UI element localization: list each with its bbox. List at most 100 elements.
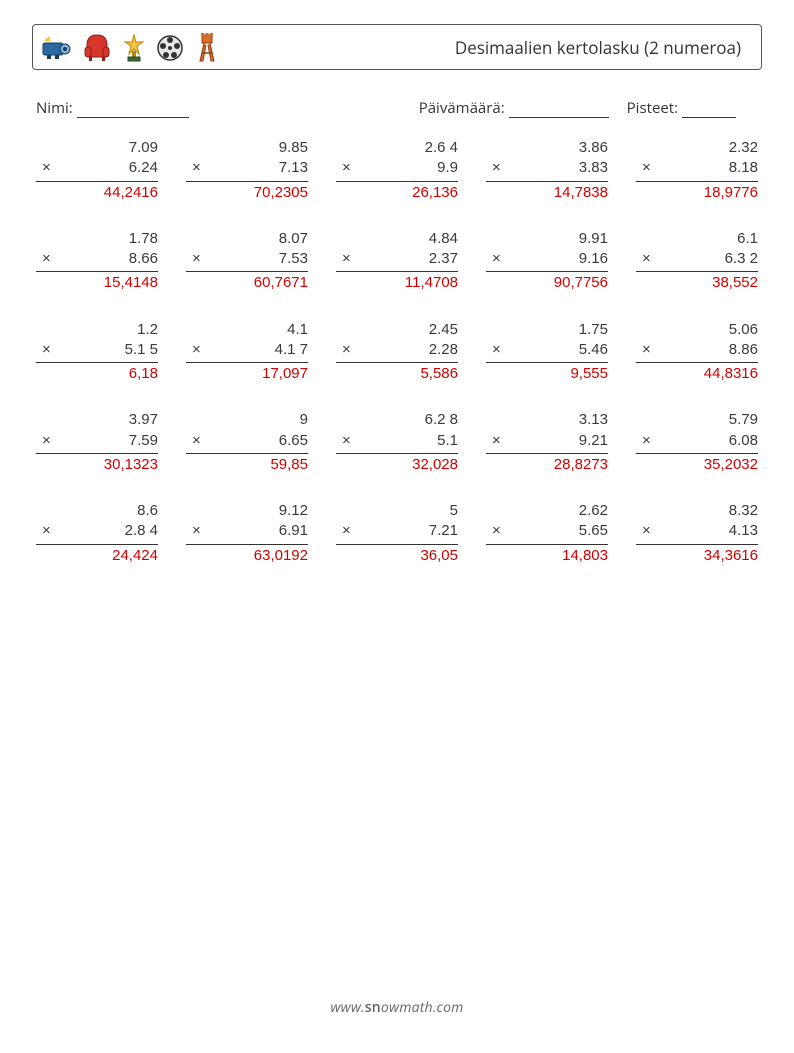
operator-symbol: × [642,249,651,269]
operand-row: ×6.65 [186,431,308,451]
operand-row: ×7.53 [186,249,308,269]
operand-row: ×4.13 [636,521,758,541]
problem: 9.85×7.13 70,2305 [186,138,308,203]
problem: 2.45×2.285,586 [336,320,458,385]
operand-row: ×6.08 [636,431,758,451]
operand-a: 9.91 [486,229,608,249]
projector-icon [41,33,73,63]
problem: 7.09×6.2444,2416 [36,138,158,203]
answer: 90,7756 [486,272,608,293]
problem-grid: 7.09×6.2444,24169.85×7.1370,23052.6 4×9.… [36,138,758,566]
answer: 24,424 [36,545,158,566]
operand-b: 2.8 4 [51,521,158,541]
operand-row: ×2.37 [336,249,458,269]
operand-a: 9.12 [186,501,308,521]
operand-row: ×7.21 [336,521,458,541]
answer: 70,2305 [186,182,308,203]
operator-symbol: × [492,158,501,178]
film-reel-icon [155,33,185,63]
problem: 9.12×6.9163,0192 [186,501,308,566]
operand-b: 6.65 [201,431,308,451]
operand-row: ×6.3 2 [636,249,758,269]
problem: 2.62×5.6514,803 [486,501,608,566]
problem: 6.2 8×5.132,028 [336,410,458,475]
operand-b: 2.37 [351,249,458,269]
answer: 11,4708 [336,272,458,293]
operator-symbol: × [642,158,651,178]
operand-a: 5 [336,501,458,521]
answer: 35,2032 [636,454,758,475]
score-field: Pisteet: [627,98,736,118]
operand-row: ×8.18 [636,158,758,178]
problem: 9.91×9.1690,7756 [486,229,608,294]
problem: 5×7.2136,05 [336,501,458,566]
operator-symbol: × [42,521,51,541]
operand-row: ×2.8 4 [36,521,158,541]
problem: 9×6.6559,85 [186,410,308,475]
operand-a: 1.78 [36,229,158,249]
operator-symbol: × [342,340,351,360]
problem: 3.97×7.5930,1323 [36,410,158,475]
operand-row: ×7.59 [36,431,158,451]
operand-row: ×5.65 [486,521,608,541]
footer-prefix: www. [330,998,364,1017]
operand-a: 2.62 [486,501,608,521]
operand-row: ×6.91 [186,521,308,541]
operand-b: 6.91 [201,521,308,541]
operand-a: 3.13 [486,410,608,430]
footer-suffix: .com [433,998,464,1017]
operator-symbol: × [342,249,351,269]
answer: 44,2416 [36,182,158,203]
answer: 32,028 [336,454,458,475]
score-blank [682,102,736,118]
problem: 2.6 4×9.926,136 [336,138,458,203]
problem: 8.6×2.8 424,424 [36,501,158,566]
worksheet-title: Desimaalien kertolasku (2 numeroa) [455,36,741,59]
guard-tower-icon [193,31,221,63]
answer: 28,8273 [486,454,608,475]
date-label: Päivämäärä: [419,98,505,118]
operand-row: ×2.28 [336,340,458,360]
footer-brand-2: ow [381,998,399,1017]
operator-symbol: × [492,431,501,451]
operator-symbol: × [192,521,201,541]
operand-a: 5.06 [636,320,758,340]
operand-b: 7.13 [201,158,308,178]
answer: 9,555 [486,363,608,384]
operand-a: 8.32 [636,501,758,521]
operand-b: 9.21 [501,431,608,451]
header-icons [41,31,221,63]
operator-symbol: × [642,431,651,451]
answer: 34,3616 [636,545,758,566]
operand-b: 5.46 [501,340,608,360]
operator-symbol: × [192,249,201,269]
operator-symbol: × [642,521,651,541]
operand-b: 7.53 [201,249,308,269]
operator-symbol: × [42,431,51,451]
answer: 15,4148 [36,272,158,293]
operand-a: 6.2 8 [336,410,458,430]
info-gap [609,98,627,118]
operand-row: ×7.13 [186,158,308,178]
operand-a: 8.07 [186,229,308,249]
operand-b: 4.13 [651,521,758,541]
footer-brand-1: sn [365,998,381,1017]
problem: 1.2×5.1 56,18 [36,320,158,385]
operand-b: 2.28 [351,340,458,360]
answer: 6,18 [36,363,158,384]
problem: 3.13×9.21 28,8273 [486,410,608,475]
problem: 2.32×8.1818,9776 [636,138,758,203]
name-blank [77,102,189,118]
operator-symbol: × [492,340,501,360]
footer-brand-3: math [399,998,433,1017]
answer: 5,586 [336,363,458,384]
operand-a: 4.1 [186,320,308,340]
operand-a: 9.85 [186,138,308,158]
operand-row: ×9.9 [336,158,458,178]
operand-b: 7.21 [351,521,458,541]
operand-b: 8.86 [651,340,758,360]
operand-b: 8.18 [651,158,758,178]
operand-b: 5.65 [501,521,608,541]
name-field: Nimi: [36,98,189,118]
problem: 5.79×6.0835,2032 [636,410,758,475]
